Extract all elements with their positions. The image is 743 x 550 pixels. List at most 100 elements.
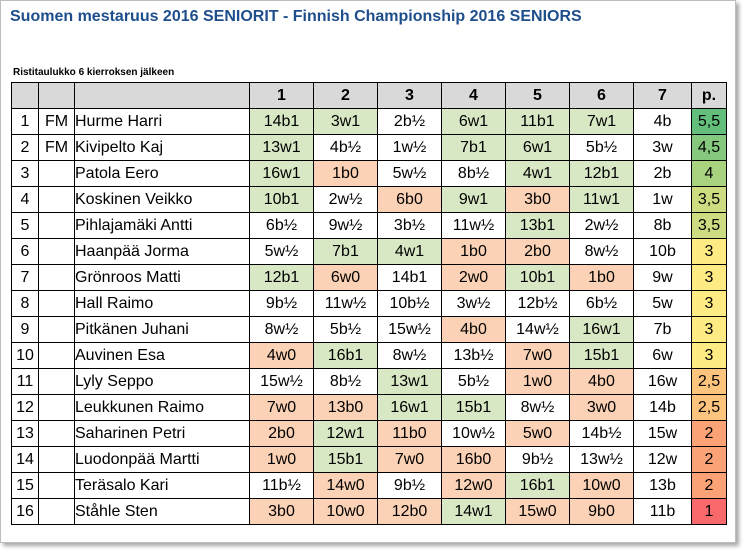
round-result-2: 12w1 xyxy=(313,420,378,447)
round-result-4: 15b1 xyxy=(441,394,506,421)
round-result-4: 9w1 xyxy=(441,186,506,213)
round-result-6: 12b1 xyxy=(569,160,634,187)
round-result-6: 1b0 xyxy=(569,264,634,291)
round-result-2: 16b1 xyxy=(313,342,378,369)
round-result-3: 2b½ xyxy=(377,108,442,135)
round-result-7: 3w xyxy=(633,134,692,161)
round-result-1: 11b½ xyxy=(249,472,314,499)
round-result-7: 6w xyxy=(633,342,692,369)
round-result-3: 10b½ xyxy=(377,290,442,317)
round-result-5: 8w½ xyxy=(505,394,570,421)
player-name: Koskinen Veikko xyxy=(74,186,250,213)
round-result-5: 16b1 xyxy=(505,472,570,499)
player-title xyxy=(38,160,75,187)
header-round-3: 3 xyxy=(377,82,442,109)
round-result-5: 6w1 xyxy=(505,134,570,161)
round-result-5: 1w0 xyxy=(505,368,570,395)
round-result-4: 4b0 xyxy=(441,316,506,343)
player-name: Haanpää Jorma xyxy=(74,238,250,265)
round-result-7: 12w xyxy=(633,446,692,473)
round-result-2: 13b0 xyxy=(313,394,378,421)
player-title: FM xyxy=(38,134,75,161)
header-round-4: 4 xyxy=(441,82,506,109)
round-result-4: 6w1 xyxy=(441,108,506,135)
round-result-3: 9b½ xyxy=(377,472,442,499)
round-result-5: 5w0 xyxy=(505,420,570,447)
round-result-3: 5w½ xyxy=(377,160,442,187)
player-name: Ståhle Sten xyxy=(74,498,250,525)
player-title xyxy=(38,290,75,317)
player-number: 3 xyxy=(11,160,39,187)
round-result-7: 13b xyxy=(633,472,692,499)
player-title xyxy=(38,394,75,421)
round-result-2: 1b0 xyxy=(313,160,378,187)
round-result-4: 7b1 xyxy=(441,134,506,161)
table-row: 2 FM Kivipelto Kaj 13w1 4b½ 1w½ 7b1 6w1 5b½ 3w 4,5 xyxy=(11,134,727,161)
round-result-1: 7w0 xyxy=(249,394,314,421)
round-result-2: 10w0 xyxy=(313,498,378,525)
player-points: 2 xyxy=(691,420,727,447)
table-row: 11 Lyly Seppo 15w½ 8b½ 13w1 5b½ 1w0 4b0 16w 2,5 xyxy=(11,368,727,395)
player-points: 5,5 xyxy=(691,108,727,135)
player-points: 3 xyxy=(691,290,727,317)
round-result-3: 15w½ xyxy=(377,316,442,343)
round-result-4: 1b0 xyxy=(441,238,506,265)
round-result-1: 3b0 xyxy=(249,498,314,525)
table-row: 7 Grönroos Matti 12b1 6w0 14b1 2w0 10b1 1b0 9w 3 xyxy=(11,264,727,291)
round-result-6: 5b½ xyxy=(569,134,634,161)
round-result-4: 13b½ xyxy=(441,342,506,369)
player-points: 3,5 xyxy=(691,212,727,239)
player-title xyxy=(38,316,75,343)
player-title: FM xyxy=(38,108,75,135)
player-name: Saharinen Petri xyxy=(74,420,250,447)
round-result-7: 2b xyxy=(633,160,692,187)
round-result-3: 16w1 xyxy=(377,394,442,421)
player-name: Lyly Seppo xyxy=(74,368,250,395)
round-result-6: 4b0 xyxy=(569,368,634,395)
round-result-3: 3b½ xyxy=(377,212,442,239)
player-name: Kivipelto Kaj xyxy=(74,134,250,161)
player-number: 2 xyxy=(11,134,39,161)
player-name: Auvinen Esa xyxy=(74,342,250,369)
round-result-1: 1w0 xyxy=(249,446,314,473)
player-title xyxy=(38,186,75,213)
player-points: 2,5 xyxy=(691,368,727,395)
round-result-3: 8w½ xyxy=(377,342,442,369)
round-result-6: 14b½ xyxy=(569,420,634,447)
round-result-6: 13w½ xyxy=(569,446,634,473)
round-result-7: 11b xyxy=(633,498,692,525)
round-result-3: 12b0 xyxy=(377,498,442,525)
table-row: 9 Pitkänen Juhani 8w½ 5b½ 15w½ 4b0 14w½ 16w1 7b 3 xyxy=(11,316,727,343)
player-name: Hurme Harri xyxy=(74,108,250,135)
player-title xyxy=(38,446,75,473)
player-title xyxy=(38,264,75,291)
round-result-5: 15w0 xyxy=(505,498,570,525)
round-result-3: 7w0 xyxy=(377,446,442,473)
round-result-5: 7w0 xyxy=(505,342,570,369)
round-result-1: 10b1 xyxy=(249,186,314,213)
round-result-6: 2w½ xyxy=(569,212,634,239)
player-number: 9 xyxy=(11,316,39,343)
player-number: 1 xyxy=(11,108,39,135)
round-result-4: 5b½ xyxy=(441,368,506,395)
table-row: 12 Leukkunen Raimo 7w0 13b0 16w1 15b1 8w½ 3w0 14… xyxy=(11,394,727,421)
round-result-1: 15w½ xyxy=(249,368,314,395)
round-result-5: 12b½ xyxy=(505,290,570,317)
player-number: 10 xyxy=(11,342,39,369)
round-result-7: 8b xyxy=(633,212,692,239)
round-result-5: 10b1 xyxy=(505,264,570,291)
round-result-4: 3w½ xyxy=(441,290,506,317)
round-result-2: 15b1 xyxy=(313,446,378,473)
player-title xyxy=(38,212,75,239)
player-number: 14 xyxy=(11,446,39,473)
round-result-7: 14b xyxy=(633,394,692,421)
player-number: 6 xyxy=(11,238,39,265)
round-result-7: 10b xyxy=(633,238,692,265)
round-result-7: 5w xyxy=(633,290,692,317)
player-title xyxy=(38,342,75,369)
table-row: 10 Auvinen Esa 4w0 16b1 8w½ 13b½ 7w0 15b1 6w 3 xyxy=(11,342,727,369)
player-points: 2 xyxy=(691,446,727,473)
round-result-4: 11w½ xyxy=(441,212,506,239)
round-result-1: 6b½ xyxy=(249,212,314,239)
header-round-6: 6 xyxy=(569,82,634,109)
